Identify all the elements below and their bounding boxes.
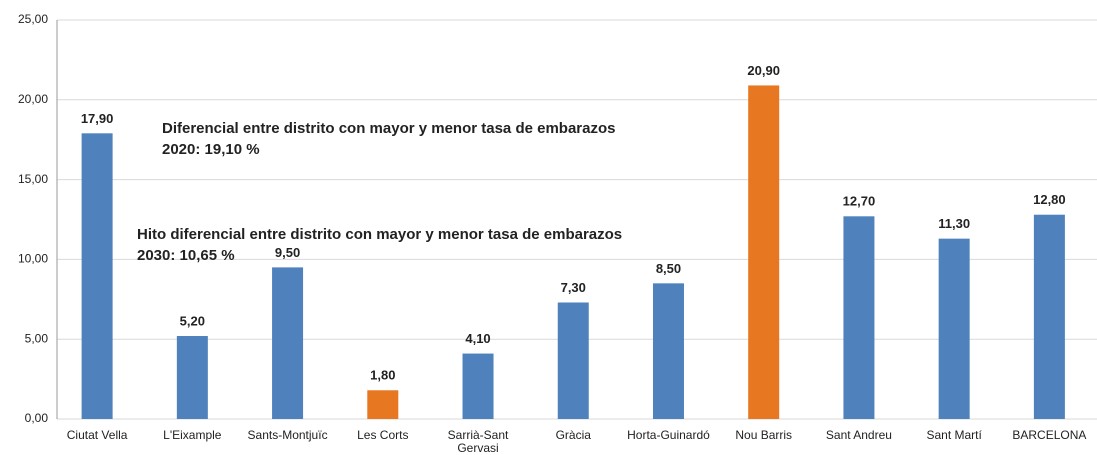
bar — [176, 336, 208, 419]
x-tick-label: Nou Barris — [735, 428, 793, 442]
x-tick-label: Sants-Montjuïc — [247, 428, 328, 442]
bar — [272, 267, 304, 419]
x-tick-label: Sant Andreu — [825, 428, 892, 442]
bar — [938, 238, 970, 419]
value-label: 12,70 — [843, 194, 876, 209]
bar — [557, 302, 589, 419]
value-label: 7,30 — [561, 280, 586, 295]
y-tick-label: 15,00 — [18, 172, 48, 186]
x-tick-label: Les Corts — [357, 428, 409, 442]
x-tick-label: Sant Martí — [926, 428, 982, 442]
value-label: 1,80 — [370, 368, 395, 383]
x-tick-label: Gràcia — [555, 428, 591, 442]
y-tick-label: 10,00 — [18, 252, 48, 266]
y-tick-label: 0,00 — [25, 411, 49, 425]
value-label: 9,50 — [275, 245, 300, 260]
annotation: 2020: 19,10 % — [162, 141, 260, 158]
annotation: Hito diferencial entre distrito con mayo… — [137, 226, 622, 243]
value-label: 12,80 — [1033, 192, 1066, 207]
y-tick-label: 20,00 — [18, 92, 48, 106]
x-tick-label: L'Eixample — [163, 428, 222, 442]
annotation: 2030: 10,65 % — [137, 247, 235, 264]
value-label: 4,10 — [465, 331, 490, 346]
x-tick-label: Horta-Guinardó — [627, 428, 710, 442]
x-tick-label: Sarrià-Sant Gervasi — [447, 428, 509, 455]
annotation: Diferencial entre distrito con mayor y m… — [162, 120, 616, 137]
bar — [748, 85, 780, 419]
value-label: 8,50 — [656, 261, 681, 276]
value-label: 5,20 — [180, 313, 205, 328]
x-tick-label: Ciutat Vella — [66, 428, 128, 442]
value-label: 11,30 — [938, 216, 970, 231]
y-tick-label: 5,00 — [25, 331, 49, 345]
value-label: 17,90 — [81, 111, 114, 126]
x-tick-label: BARCELONA — [1012, 428, 1087, 442]
value-label: 20,90 — [747, 63, 780, 78]
bar — [462, 353, 494, 419]
bar — [367, 390, 399, 419]
bar — [81, 133, 113, 420]
bar — [843, 216, 875, 419]
bar — [1033, 214, 1065, 419]
y-tick-label: 25,00 — [18, 12, 48, 26]
bar — [652, 283, 684, 419]
